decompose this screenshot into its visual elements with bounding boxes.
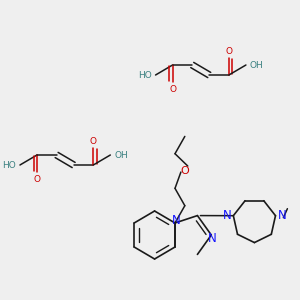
Text: N: N <box>278 209 286 222</box>
Text: N: N <box>223 209 231 222</box>
Text: O: O <box>34 175 40 184</box>
Text: OH: OH <box>114 151 128 160</box>
Text: HO: HO <box>2 160 16 169</box>
Text: N: N <box>172 214 180 226</box>
Text: N: N <box>208 232 217 244</box>
Text: O: O <box>225 46 233 56</box>
Text: O: O <box>181 166 189 176</box>
Text: OH: OH <box>250 61 264 70</box>
Text: O: O <box>90 136 97 146</box>
Text: O: O <box>169 85 176 94</box>
Text: HO: HO <box>138 70 152 80</box>
